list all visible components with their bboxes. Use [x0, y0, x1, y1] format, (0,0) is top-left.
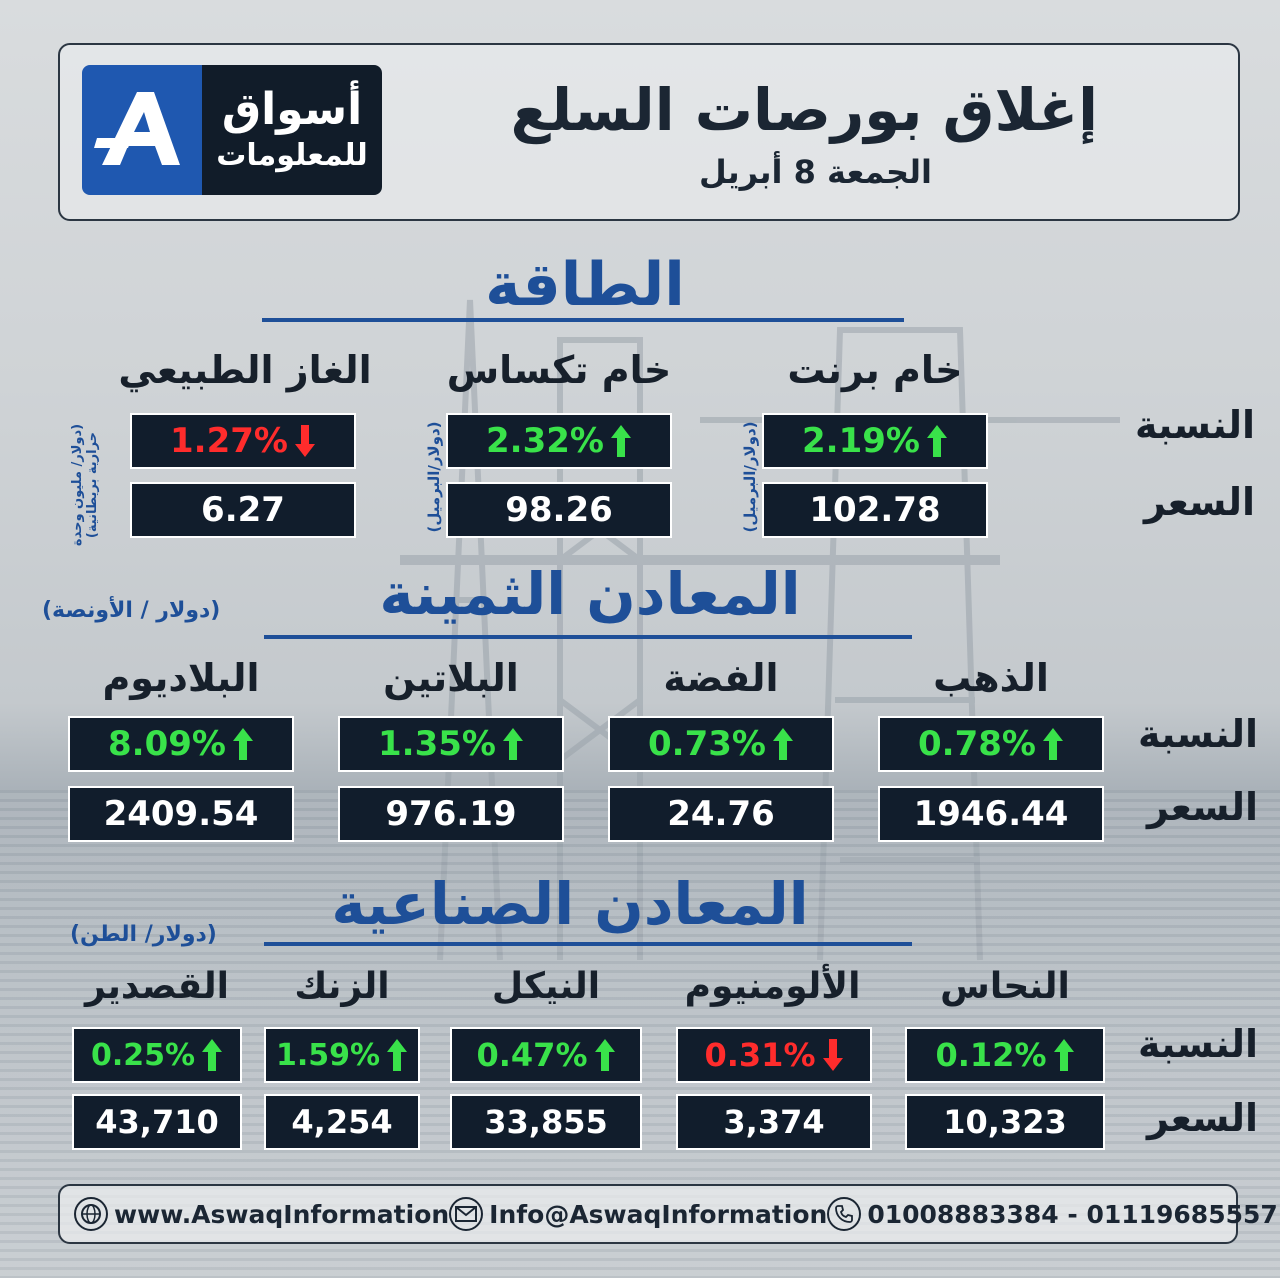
pct-box-nickel: 0.47% — [450, 1027, 642, 1083]
arrow-up-icon — [502, 728, 523, 760]
pct-box-wti: 2.32% — [446, 413, 672, 469]
pct-value-silver: 0.73% — [648, 724, 766, 764]
row-label-price-industrial: السعر — [1146, 1096, 1258, 1140]
price-box-aluminium: 3,374 — [676, 1094, 872, 1150]
arrow-up-icon — [772, 728, 793, 760]
pct-box-silver: 0.73% — [608, 716, 834, 772]
pct-value-gold: 0.78% — [918, 724, 1036, 764]
section-title-energy: الطاقة — [485, 250, 685, 320]
price-box-tin: 43,710 — [72, 1094, 242, 1150]
arrow-up-icon — [1053, 1039, 1074, 1071]
arrow-up-icon — [926, 425, 947, 457]
commodity-name-copper: النحاس — [940, 966, 1070, 1007]
row-label-pct-precious: النسبة — [1137, 712, 1258, 756]
pct-value-nickel: 0.47% — [476, 1036, 588, 1074]
pct-box-tin: 0.25% — [72, 1027, 242, 1083]
price-box-copper: 10,323 — [905, 1094, 1105, 1150]
price-box-palladium: 2409.54 — [68, 786, 294, 842]
arrow-up-icon — [594, 1039, 615, 1071]
arrow-up-icon — [610, 425, 631, 457]
commodity-name-palladium: البلاديوم — [102, 656, 260, 700]
unit-brent: (دولار/البرميل) — [741, 421, 759, 533]
arrow-up-icon — [232, 728, 253, 760]
row-label-price-energy: السعر — [1143, 480, 1255, 524]
logo-text: أسواق للمعلومات — [202, 65, 382, 195]
pct-box-copper: 0.12% — [905, 1027, 1105, 1083]
pct-value-natural-gas: 1.27% — [170, 421, 288, 461]
arrow-up-icon — [387, 1039, 408, 1071]
commodity-name-aluminium: الألومنيوم — [684, 966, 861, 1007]
arrow-down-icon — [294, 425, 315, 457]
unit-natural-gas: (دولار/ مليون وحدة حرارية بريطانية) — [70, 423, 100, 547]
commodity-name-silver: الفضة — [663, 656, 779, 700]
pct-box-palladium: 8.09% — [68, 716, 294, 772]
pct-box-platinum: 1.35% — [338, 716, 564, 772]
price-box-gold: 1946.44 — [878, 786, 1104, 842]
pct-value-zinc: 1.59% — [275, 1037, 381, 1073]
commodity-name-natural-gas: الغاز الطبيعي — [118, 348, 372, 392]
footer-contact-bar: www.AswaqInformation Info@AswaqInformati… — [58, 1184, 1278, 1244]
commodity-name-brent: خام برنت — [787, 348, 963, 392]
commodity-name-platinum: البلاتين — [383, 656, 519, 700]
pct-box-zinc: 1.59% — [264, 1027, 420, 1083]
pct-value-brent: 2.19% — [802, 421, 920, 461]
price-box-wti: 98.26 — [446, 482, 672, 538]
price-box-natural-gas: 6.27 — [130, 482, 356, 538]
pct-value-copper: 0.12% — [935, 1036, 1047, 1074]
arrow-up-icon — [202, 1039, 223, 1071]
unit-industrial: (دولار/ الطن) — [70, 922, 217, 947]
commodity-name-zinc: الزنك — [294, 966, 390, 1007]
phone-icon — [827, 1197, 862, 1231]
section-title-precious: المعادن الثمينة — [379, 560, 801, 628]
pct-value-tin: 0.25% — [90, 1037, 196, 1073]
price-box-nickel: 33,855 — [450, 1094, 642, 1150]
price-box-zinc: 4,254 — [264, 1094, 420, 1150]
commodity-name-nickel: النيكل — [491, 966, 601, 1007]
unit-wti: (دولار/البرميل) — [425, 421, 443, 533]
pct-value-palladium: 8.09% — [108, 724, 226, 764]
section-rule-energy — [262, 318, 904, 322]
footer-phones-text[interactable]: 01008883384 - 01119685557 — [867, 1199, 1278, 1229]
commodity-name-gold: الذهب — [933, 656, 1049, 700]
pct-box-gold: 0.78% — [878, 716, 1104, 772]
header-panel: أسواق للمعلومات إغلاق بورصات السلع الجمع… — [58, 43, 1240, 221]
unit-precious: (دولار / الأونصة) — [42, 598, 221, 623]
footer-website-text[interactable]: www.AswaqInformation — [114, 1199, 450, 1229]
section-rule-precious — [264, 635, 912, 639]
footer-website[interactable]: www.AswaqInformation — [74, 1197, 449, 1231]
pct-value-platinum: 1.35% — [378, 724, 496, 764]
envelope-icon — [449, 1197, 484, 1231]
logo-line1: أسواق — [221, 84, 363, 135]
price-box-silver: 24.76 — [608, 786, 834, 842]
section-rule-industrial — [264, 942, 912, 946]
section-title-industrial: المعادن الصناعية — [331, 870, 809, 938]
arrow-down-icon — [822, 1039, 843, 1071]
commodity-name-wti: خام تكساس — [446, 348, 672, 392]
row-label-price-precious: السعر — [1146, 785, 1258, 829]
footer-email[interactable]: Info@AswaqInformation — [449, 1197, 827, 1231]
row-label-pct-energy: النسبة — [1134, 403, 1255, 447]
pct-box-aluminium: 0.31% — [676, 1027, 872, 1083]
logo-line2: للمعلومات — [216, 138, 368, 173]
commodity-name-tin: القصدير — [85, 966, 229, 1007]
pct-box-brent: 2.19% — [762, 413, 988, 469]
footer-email-text[interactable]: Info@AswaqInformation — [489, 1199, 828, 1229]
page-date: الجمعة 8 أبريل — [699, 153, 932, 191]
pct-value-aluminium: 0.31% — [704, 1036, 816, 1074]
brand-logo: أسواق للمعلومات — [82, 65, 382, 195]
price-box-platinum: 976.19 — [338, 786, 564, 842]
price-box-brent: 102.78 — [762, 482, 988, 538]
row-label-pct-industrial: النسبة — [1137, 1022, 1258, 1066]
pct-box-natural-gas: 1.27% — [130, 413, 356, 469]
logo-a-icon — [82, 65, 202, 195]
footer-phones[interactable]: 01008883384 - 01119685557 — [827, 1197, 1278, 1231]
globe-icon — [74, 1197, 108, 1231]
pct-value-wti: 2.32% — [486, 421, 604, 461]
arrow-up-icon — [1042, 728, 1063, 760]
page-title: إغلاق بورصات السلع — [510, 76, 1098, 144]
